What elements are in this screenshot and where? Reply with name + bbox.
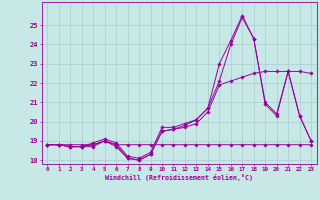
X-axis label: Windchill (Refroidissement éolien,°C): Windchill (Refroidissement éolien,°C) [105,174,253,181]
